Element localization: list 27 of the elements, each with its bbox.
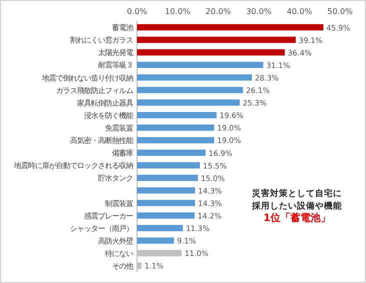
- bar: [137, 150, 206, 156]
- bar: [137, 224, 183, 232]
- bar: [137, 74, 252, 81]
- annotation: 採用したい設備や機能: [251, 200, 343, 212]
- bar: [137, 237, 174, 244]
- bar: [137, 86, 243, 94]
- annotation: 1位「蓄電池」: [264, 212, 330, 224]
- x-tick-label: 30.0%: [246, 7, 272, 16]
- bar: [137, 24, 324, 30]
- bar: [137, 162, 200, 168]
- x-tick-label: 40.0%: [286, 7, 312, 16]
- bar: [137, 124, 214, 131]
- x-tick-label: 50.0%: [327, 7, 354, 16]
- bar: [137, 200, 196, 206]
- bar: [137, 137, 214, 144]
- x-tick-label: 10.0%: [164, 7, 191, 16]
- bar: [137, 99, 240, 106]
- bar: [137, 62, 264, 68]
- x-tick-label: 20.0%: [205, 7, 232, 16]
- annotation: 災害対策として自宅に: [251, 188, 342, 199]
- bar: [137, 36, 296, 43]
- bar: [137, 49, 285, 56]
- bar: [137, 187, 196, 194]
- bar: [137, 174, 198, 182]
- x-tick-label: 0.0%: [126, 7, 148, 16]
- bar: [137, 212, 195, 219]
- bar: [137, 112, 217, 118]
